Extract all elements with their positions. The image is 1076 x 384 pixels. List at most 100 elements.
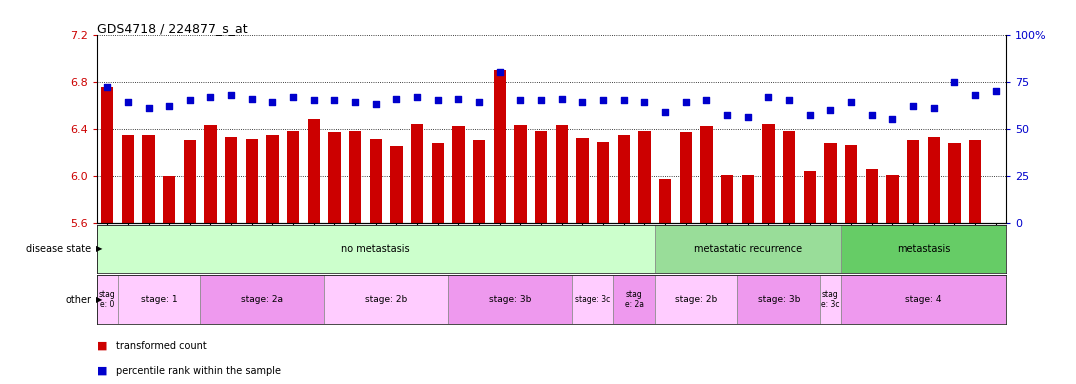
Text: stage: 4: stage: 4 xyxy=(905,295,942,304)
Point xyxy=(615,98,633,104)
Bar xyxy=(948,143,961,223)
Point xyxy=(306,98,323,104)
Point xyxy=(925,105,943,111)
Point xyxy=(760,94,777,100)
Point xyxy=(409,94,426,100)
Point xyxy=(346,99,364,105)
Text: disease state: disease state xyxy=(26,243,91,254)
Point xyxy=(739,114,756,121)
Bar xyxy=(97,275,117,324)
Bar xyxy=(618,134,629,223)
Point xyxy=(719,113,736,119)
Bar xyxy=(721,174,734,223)
Bar xyxy=(840,275,1006,324)
Text: stage: 3b: stage: 3b xyxy=(758,295,799,304)
Point xyxy=(966,92,983,98)
Text: stage: 3b: stage: 3b xyxy=(489,295,532,304)
Bar xyxy=(184,141,196,223)
Bar xyxy=(324,275,448,324)
Text: stage: 3c: stage: 3c xyxy=(576,295,610,304)
Point xyxy=(99,84,116,90)
Bar xyxy=(204,125,216,223)
Bar xyxy=(245,139,258,223)
Bar xyxy=(968,141,981,223)
Bar xyxy=(762,124,775,223)
Text: other: other xyxy=(66,295,91,305)
Bar xyxy=(225,137,238,223)
Bar xyxy=(200,275,324,324)
Text: GDS4718 / 224877_s_at: GDS4718 / 224877_s_at xyxy=(97,22,247,35)
Point xyxy=(533,98,550,104)
Bar xyxy=(370,139,382,223)
Bar xyxy=(391,146,402,223)
Point xyxy=(553,96,570,102)
Bar xyxy=(572,275,613,324)
Point xyxy=(512,98,529,104)
Point xyxy=(636,99,653,105)
Bar xyxy=(349,131,362,223)
Text: stage: 2b: stage: 2b xyxy=(675,295,718,304)
Text: stage: 1: stage: 1 xyxy=(141,295,178,304)
Bar xyxy=(577,138,589,223)
Point xyxy=(946,79,963,85)
Bar xyxy=(928,137,940,223)
Bar xyxy=(820,275,840,324)
Text: ■: ■ xyxy=(97,366,111,376)
Bar xyxy=(613,275,655,324)
Bar xyxy=(741,174,754,223)
Bar xyxy=(804,171,816,223)
Point xyxy=(698,98,716,104)
Bar xyxy=(865,169,878,223)
Bar xyxy=(431,143,444,223)
Point xyxy=(574,99,591,105)
Point xyxy=(181,98,198,104)
Point xyxy=(223,92,240,98)
Point xyxy=(595,98,612,104)
Bar xyxy=(638,131,651,223)
Bar xyxy=(122,134,134,223)
Bar xyxy=(448,275,572,324)
Point xyxy=(987,88,1004,94)
Text: metastatic recurrence: metastatic recurrence xyxy=(694,243,802,254)
Bar xyxy=(266,134,279,223)
Point xyxy=(264,99,281,105)
Text: transformed count: transformed count xyxy=(116,341,207,351)
Point xyxy=(491,69,508,75)
Text: stag
e: 2a: stag e: 2a xyxy=(624,290,643,309)
Bar xyxy=(142,134,155,223)
Bar xyxy=(162,176,175,223)
Point xyxy=(202,94,220,100)
Text: metastasis: metastasis xyxy=(896,243,950,254)
Bar xyxy=(411,124,423,223)
Bar xyxy=(514,125,526,223)
Bar xyxy=(328,132,341,223)
Bar xyxy=(845,145,858,223)
Bar xyxy=(887,174,898,223)
Bar xyxy=(840,225,1006,273)
Point xyxy=(387,96,405,102)
Bar xyxy=(117,275,200,324)
Text: stag
e: 3c: stag e: 3c xyxy=(821,290,839,309)
Bar xyxy=(737,275,820,324)
Text: percentile rank within the sample: percentile rank within the sample xyxy=(116,366,281,376)
Bar xyxy=(555,125,568,223)
Point xyxy=(677,99,694,105)
Point xyxy=(863,113,880,119)
Bar xyxy=(97,225,655,273)
Point xyxy=(905,103,922,109)
Point xyxy=(822,107,839,113)
Point xyxy=(656,109,674,115)
Text: no metastasis: no metastasis xyxy=(341,243,410,254)
Bar xyxy=(783,131,795,223)
Point xyxy=(243,96,260,102)
Point xyxy=(780,98,797,104)
Point xyxy=(843,99,860,105)
Point xyxy=(450,96,467,102)
Bar xyxy=(101,88,113,223)
Bar xyxy=(287,131,299,223)
Bar xyxy=(824,143,837,223)
Text: stag
e: 0: stag e: 0 xyxy=(99,290,115,309)
Bar xyxy=(308,119,320,223)
Point xyxy=(883,116,901,122)
Text: ▶: ▶ xyxy=(96,244,102,253)
